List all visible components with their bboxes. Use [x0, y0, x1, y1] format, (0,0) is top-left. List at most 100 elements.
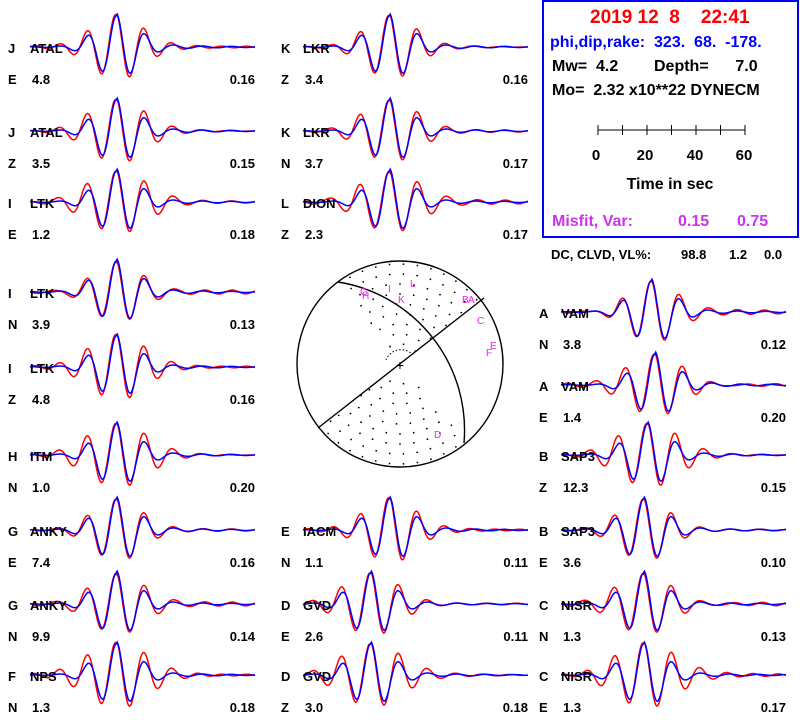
beachball-dot [371, 287, 374, 290]
component-label: Z [281, 227, 289, 242]
beachball-dot [399, 293, 401, 295]
trace-misfit-value: 0.17 [503, 227, 528, 242]
beachball-dot [369, 311, 371, 313]
observed-waveform [29, 13, 256, 78]
beachball-dot [438, 421, 440, 424]
station-group-letter: K [281, 41, 291, 56]
observed-waveform [29, 641, 256, 707]
trace-misfit-value: 0.18 [503, 700, 528, 715]
observed-waveform [560, 640, 787, 707]
time-axis-ticks [597, 125, 746, 135]
synthetic-waveform [561, 495, 786, 558]
synthetic-waveform [30, 495, 256, 558]
station-name: LTK [30, 286, 55, 301]
beachball-dot [375, 276, 378, 279]
beachball-dot [434, 315, 437, 317]
beachball-dot [382, 316, 385, 318]
dc-label: DC, CLVD, VL%: [551, 247, 651, 262]
beachball-dot [370, 403, 373, 406]
beachball-dot [385, 284, 387, 287]
station-name: VAM [561, 379, 589, 394]
beachball-dot [425, 298, 428, 301]
observed-waveform [560, 572, 787, 633]
beachball-station-d: D [434, 430, 441, 441]
amplitude-value: 7.4 [32, 555, 51, 570]
time-scale-axis: 0 20 40 60 Time in sec [592, 125, 752, 193]
synthetic-waveform [30, 569, 256, 632]
beachball-dot [419, 397, 421, 400]
beachball-dot [409, 304, 412, 306]
amplitude-value: 1.3 [32, 700, 50, 715]
station-name: ANKY [30, 524, 67, 539]
component-label: E [8, 72, 17, 87]
beachball-dot [337, 414, 340, 417]
station-group-letter: J [8, 41, 15, 56]
trace-panel-lkr-n: K LKR N 3.7 0.17 [281, 96, 529, 171]
station-name: LTK [30, 196, 55, 211]
synthetic-waveform [303, 495, 529, 558]
station-name: GVD [303, 598, 331, 613]
beachball-dot [402, 453, 405, 455]
trace-panel-sap3-z: B SAP3 Z 12.3 0.15 [539, 420, 787, 495]
beachball-dot [372, 427, 375, 430]
amplitude-value: 2.3 [305, 227, 323, 242]
component-label: E [8, 227, 17, 242]
station-group-letter: F [8, 669, 16, 684]
amplitude-value: 1.1 [305, 555, 323, 570]
synthetic-waveform [561, 277, 787, 340]
beachball-dot [412, 294, 415, 297]
beachball-station-g: G [360, 287, 368, 298]
beachball-dot [442, 442, 444, 444]
beachball-dot [360, 304, 362, 307]
beachball-dot [385, 294, 388, 297]
beachball-dot [399, 443, 401, 445]
beachball-dot [406, 323, 408, 326]
synthetic-waveform [303, 12, 529, 75]
beachball-station-l: L [410, 279, 416, 290]
beachball-station-c: C [477, 316, 484, 327]
beachball-center-arc [385, 349, 413, 361]
amplitude-value: 4.8 [32, 392, 50, 407]
beachball-dot [374, 460, 377, 462]
component-label: E [281, 629, 290, 644]
beachball-dot [402, 273, 405, 275]
beachball-dot [395, 423, 398, 425]
beachball-dot [388, 462, 391, 465]
beachball-dot [413, 284, 415, 287]
beachball-dot [388, 452, 391, 455]
trace-misfit-value: 0.20 [230, 480, 255, 495]
trace-panel-gvd-e: D GVD E 2.6 0.11 [281, 569, 529, 644]
beachball-station-i: I [388, 284, 391, 295]
synthetic-waveform [30, 257, 256, 320]
beachball-dot [460, 311, 463, 314]
amplitude-value: 1.4 [563, 410, 582, 425]
component-label: N [8, 317, 17, 332]
trace-panel-ltk-e: I LTK E 1.2 0.18 [8, 167, 256, 242]
beachball-dot [450, 301, 453, 304]
beachball-dot [439, 293, 441, 296]
trace-panel-itm-n: H ITM N 1.0 0.20 [8, 420, 256, 495]
trace-panel-ltk-n: I LTK N 3.9 0.13 [8, 257, 256, 332]
component-label: Z [281, 72, 289, 87]
beachball-dot [362, 445, 365, 447]
synthetic-waveform [302, 640, 528, 703]
trace-panel-atal-z: J ATAL Z 3.5 0.15 [8, 96, 256, 171]
beachball-dot [392, 323, 394, 326]
observed-waveform [302, 170, 529, 232]
station-group-letter: J [8, 125, 15, 140]
beachball-dot [422, 407, 424, 410]
amplitude-value: 2.6 [305, 629, 323, 644]
amplitude-value: 3.4 [305, 72, 324, 87]
trace-misfit-value: 0.11 [503, 629, 528, 644]
beachball-dot [379, 328, 381, 331]
beachball-dot [395, 313, 398, 315]
beachball-dot [419, 328, 421, 331]
station-group-letter: A [539, 306, 549, 321]
station-group-letter: G [8, 524, 18, 539]
beachball-dot [380, 386, 383, 389]
station-group-letter: B [539, 524, 548, 539]
station-name: LTK [30, 361, 55, 376]
beachball-dot [422, 318, 424, 321]
synthetic-waveform [30, 96, 256, 159]
beachball-dot [416, 461, 419, 464]
